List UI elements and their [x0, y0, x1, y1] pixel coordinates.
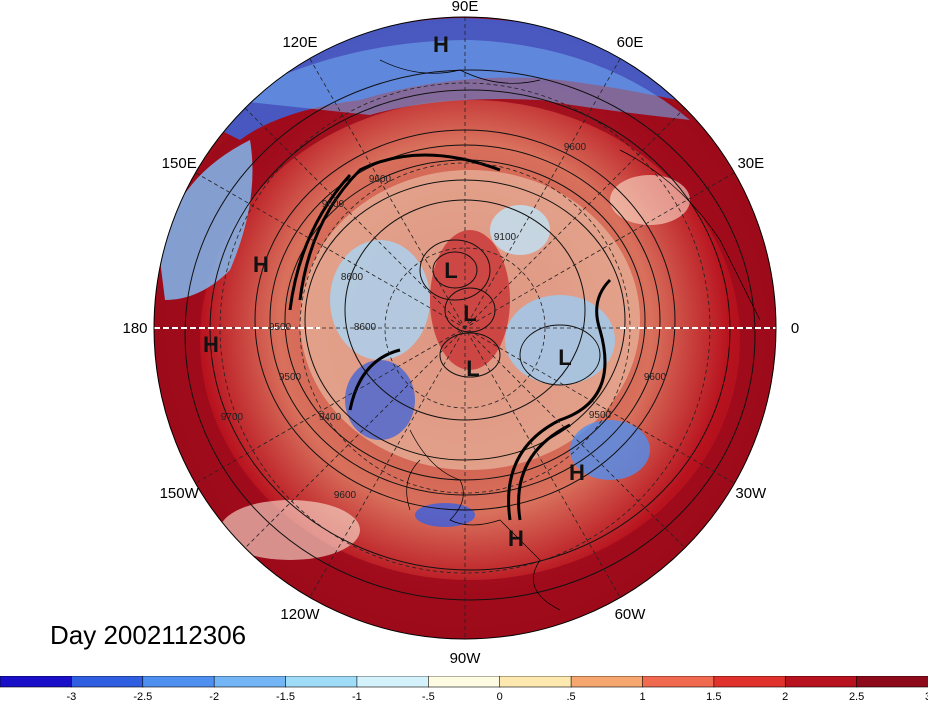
contour-label: 9500	[269, 322, 292, 333]
lon-label: 60W	[615, 606, 647, 623]
lon-label: 150W	[160, 485, 200, 502]
high-pressure-label: H	[203, 332, 219, 357]
colorbar-tick-label: -1.5	[276, 691, 295, 702]
colorbar-tick-label: 2.5	[849, 691, 864, 702]
low-pressure-label: L	[466, 356, 479, 381]
lon-label: 60E	[617, 34, 644, 51]
day-label: Day 2002112306	[50, 620, 247, 650]
colorbar-tick-label: .5	[567, 691, 576, 702]
contour-label: 9400	[319, 412, 342, 423]
contour-label: 9600	[564, 142, 587, 153]
colorbar-swatch	[499, 676, 572, 688]
colorbar-tick-label: 1.5	[706, 691, 721, 702]
lon-label: 30E	[737, 155, 764, 172]
contour-label: 8600	[354, 322, 377, 333]
contour-label: 9500	[589, 410, 612, 421]
colorbar-swatch	[428, 676, 501, 688]
colorbar-tick-label: -2.5	[133, 691, 152, 702]
longitude-labels: 90E 60E 30E 0 30W 60W 90W 120W 150W 180 150E 120E	[122, 0, 799, 667]
map-field	[154, 17, 776, 639]
lon-label: 0	[791, 320, 799, 337]
colorbar-tick-label: -2	[209, 691, 219, 702]
contour-label: 9100	[494, 232, 517, 243]
colorbar-swatch	[213, 676, 287, 688]
contour-label: 9500	[279, 372, 302, 383]
lon-label: 120W	[280, 606, 320, 623]
lon-label: 120E	[282, 34, 317, 51]
polar-stereographic-map: 90E 60E 30E 0 30W 60W 90W 120W 150W 180 150E 120E H…	[122, 0, 799, 667]
contour-label: 8600	[341, 272, 364, 283]
colorbar-tick-label: 1	[639, 691, 645, 702]
colorbar-tick-label: -1	[352, 691, 362, 702]
contour-label: 9700	[221, 412, 244, 423]
contour-label: 9600	[322, 199, 345, 210]
low-pressure-label: L	[444, 258, 457, 283]
colorbar: -3 -2.5 -2 -1.5 -1 -.5 0 .5 1 1.5 2 2.5 3	[0, 676, 928, 702]
colorbar-tick-label: -.5	[422, 691, 435, 702]
colorbar-tick-label: 3	[925, 691, 928, 702]
low-pressure-label: L	[558, 345, 571, 370]
colorbar-swatch	[856, 676, 928, 688]
colorbar-swatch	[0, 676, 73, 688]
high-pressure-label: H	[508, 526, 524, 551]
lon-label: 180	[122, 320, 147, 337]
colorbar-swatch	[285, 676, 358, 688]
lon-label: 90E	[452, 0, 479, 15]
colorbar-tick-label: -3	[67, 691, 77, 702]
contour-label: 9600	[334, 490, 357, 501]
colorbar-swatch	[142, 676, 215, 688]
colorbar-swatch	[71, 676, 144, 688]
contour-label: 9600	[644, 372, 667, 383]
high-pressure-label: H	[253, 252, 269, 277]
high-pressure-label: H	[569, 460, 585, 485]
low-pressure-label: L	[463, 301, 476, 326]
contour-label: 9600	[369, 174, 392, 185]
colorbar-tick-label: 0	[497, 691, 503, 702]
colorbar-swatch	[356, 676, 430, 688]
lon-label: 30W	[735, 485, 767, 502]
lon-label: 150E	[162, 155, 197, 172]
lon-label: 90W	[450, 650, 482, 667]
colorbar-swatch	[713, 676, 787, 688]
colorbar-swatch	[784, 676, 858, 688]
contour-value-labels: 9600 9600 9600 9100 8600 9500 9700 9600 9500 9600…	[221, 142, 667, 501]
high-pressure-label: H	[433, 32, 449, 57]
colorbar-swatch	[570, 676, 644, 688]
colorbar-swatch	[642, 676, 715, 688]
colorbar-tick-label: 2	[782, 691, 788, 702]
